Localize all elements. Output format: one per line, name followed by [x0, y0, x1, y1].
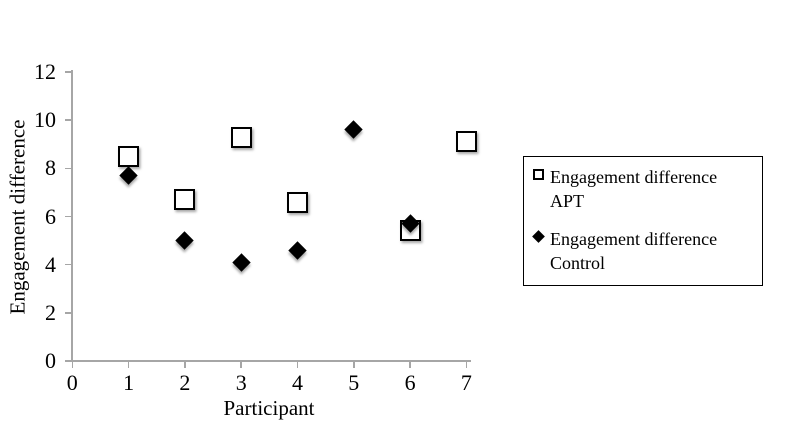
x-tick-label: 7 — [460, 370, 472, 395]
x-tick — [465, 360, 468, 368]
y-tick — [65, 215, 72, 218]
y-tick — [65, 71, 72, 73]
x-tick — [409, 360, 411, 368]
open-square-icon — [533, 169, 544, 180]
data-point-apt — [118, 145, 140, 167]
filled-diamond-icon — [532, 230, 545, 243]
data-point-control — [288, 241, 307, 260]
data-point-control — [175, 231, 195, 250]
x-tick — [296, 360, 299, 368]
data-point-apt — [287, 191, 308, 213]
x-tick-label: 5 — [348, 370, 360, 395]
x-tick — [127, 360, 130, 368]
x-tick-label: 6 — [404, 370, 416, 395]
x-tick — [71, 360, 74, 368]
y-tick-label: 4 — [45, 251, 56, 277]
y-tick — [65, 119, 72, 121]
data-point-control — [119, 166, 138, 185]
legend: Engagement difference APT Engagement dif… — [523, 156, 763, 286]
legend-label-control: Engagement difference Control — [550, 229, 718, 273]
y-tick — [65, 263, 72, 266]
x-tick — [184, 360, 186, 368]
x-tick-label: 2 — [179, 370, 191, 395]
y-tick-label: 12 — [34, 59, 56, 84]
data-point-apt — [174, 189, 196, 211]
x-tick-label: 1 — [123, 370, 135, 395]
y-tick-label: 10 — [34, 107, 56, 133]
x-tick — [353, 360, 355, 368]
x-axis-title: Participant — [223, 396, 315, 420]
y-tick-label: 8 — [45, 155, 56, 181]
legend-label-apt: Engagement difference APT — [550, 167, 718, 211]
data-point-control — [231, 253, 251, 272]
x-tick-label: 0 — [66, 370, 78, 395]
x-axis-line — [65, 360, 471, 362]
data-point-apt — [230, 126, 252, 148]
y-tick-label: 0 — [45, 348, 56, 373]
x-tick-label: 3 — [235, 370, 247, 395]
data-point-control — [344, 120, 363, 139]
y-tick — [65, 167, 72, 170]
y-tick — [65, 360, 72, 362]
y-tick — [65, 312, 72, 314]
legend-entry-apt: Engagement difference APT — [533, 165, 756, 213]
y-tick-label: 6 — [45, 203, 56, 229]
y-axis-line — [71, 70, 73, 361]
y-tick-label: 2 — [45, 299, 56, 325]
x-tick-label: 4 — [292, 370, 303, 395]
x-tick — [240, 360, 242, 368]
data-point-apt — [455, 131, 477, 153]
legend-entry-control: Engagement difference Control — [532, 227, 756, 275]
